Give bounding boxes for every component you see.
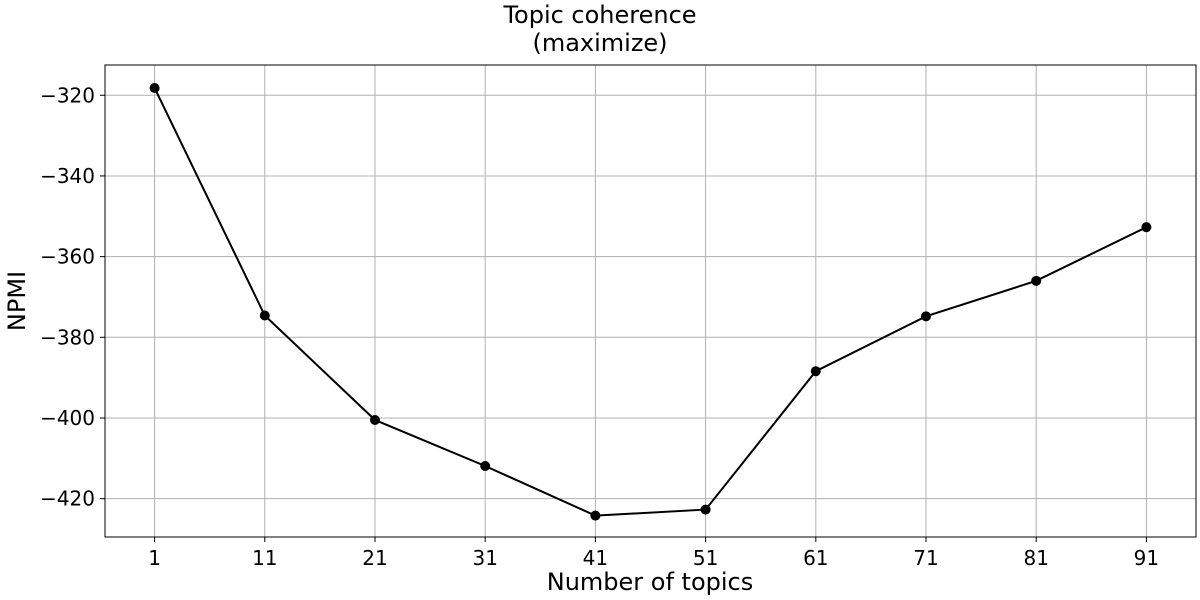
- data-point: [369, 415, 380, 426]
- y-tick-label: −360: [40, 245, 95, 269]
- x-tick-label: 81: [1023, 546, 1048, 570]
- data-point: [149, 82, 160, 93]
- x-tick-label: 21: [362, 546, 387, 570]
- data-point: [1141, 222, 1152, 233]
- data-point: [921, 311, 932, 322]
- chart-title-line-2: (maximize): [532, 29, 667, 57]
- y-tick-label: −400: [40, 406, 95, 430]
- grid: [105, 65, 1196, 537]
- data-point: [259, 310, 270, 321]
- y-tick-label: −320: [40, 83, 95, 107]
- x-tick-label: 91: [1134, 546, 1159, 570]
- data-point: [590, 510, 601, 521]
- series-line: [153, 87, 1147, 517]
- x-tick-label: 71: [913, 546, 938, 570]
- x-axis-label: Number of topics: [547, 568, 754, 596]
- y-axis-ticks: −320 −340 −360 −380 −400 −420: [40, 83, 105, 511]
- data-point: [700, 504, 711, 515]
- series-npmi: [149, 82, 1152, 521]
- chart-title-line-1: Topic coherence: [502, 1, 696, 29]
- chart-title: Topic coherence (maximize): [502, 1, 696, 57]
- x-tick-label: 61: [803, 546, 828, 570]
- y-tick-label: −420: [40, 487, 95, 511]
- y-axis-label: NPMI: [3, 271, 31, 331]
- data-point: [810, 366, 821, 377]
- data-point: [1031, 275, 1042, 286]
- x-axis-ticks: 1 11 21 31 41 51 61 71 81 91: [148, 537, 1159, 570]
- x-tick-label: 31: [472, 546, 497, 570]
- y-tick-label: −340: [40, 164, 95, 188]
- x-tick-label: 11: [252, 546, 277, 570]
- x-tick-label: 1: [148, 546, 161, 570]
- y-tick-label: −380: [40, 325, 95, 349]
- x-tick-label: 51: [693, 546, 718, 570]
- x-tick-label: 41: [583, 546, 608, 570]
- data-point: [480, 461, 491, 471]
- plot-frame: [104, 64, 1197, 538]
